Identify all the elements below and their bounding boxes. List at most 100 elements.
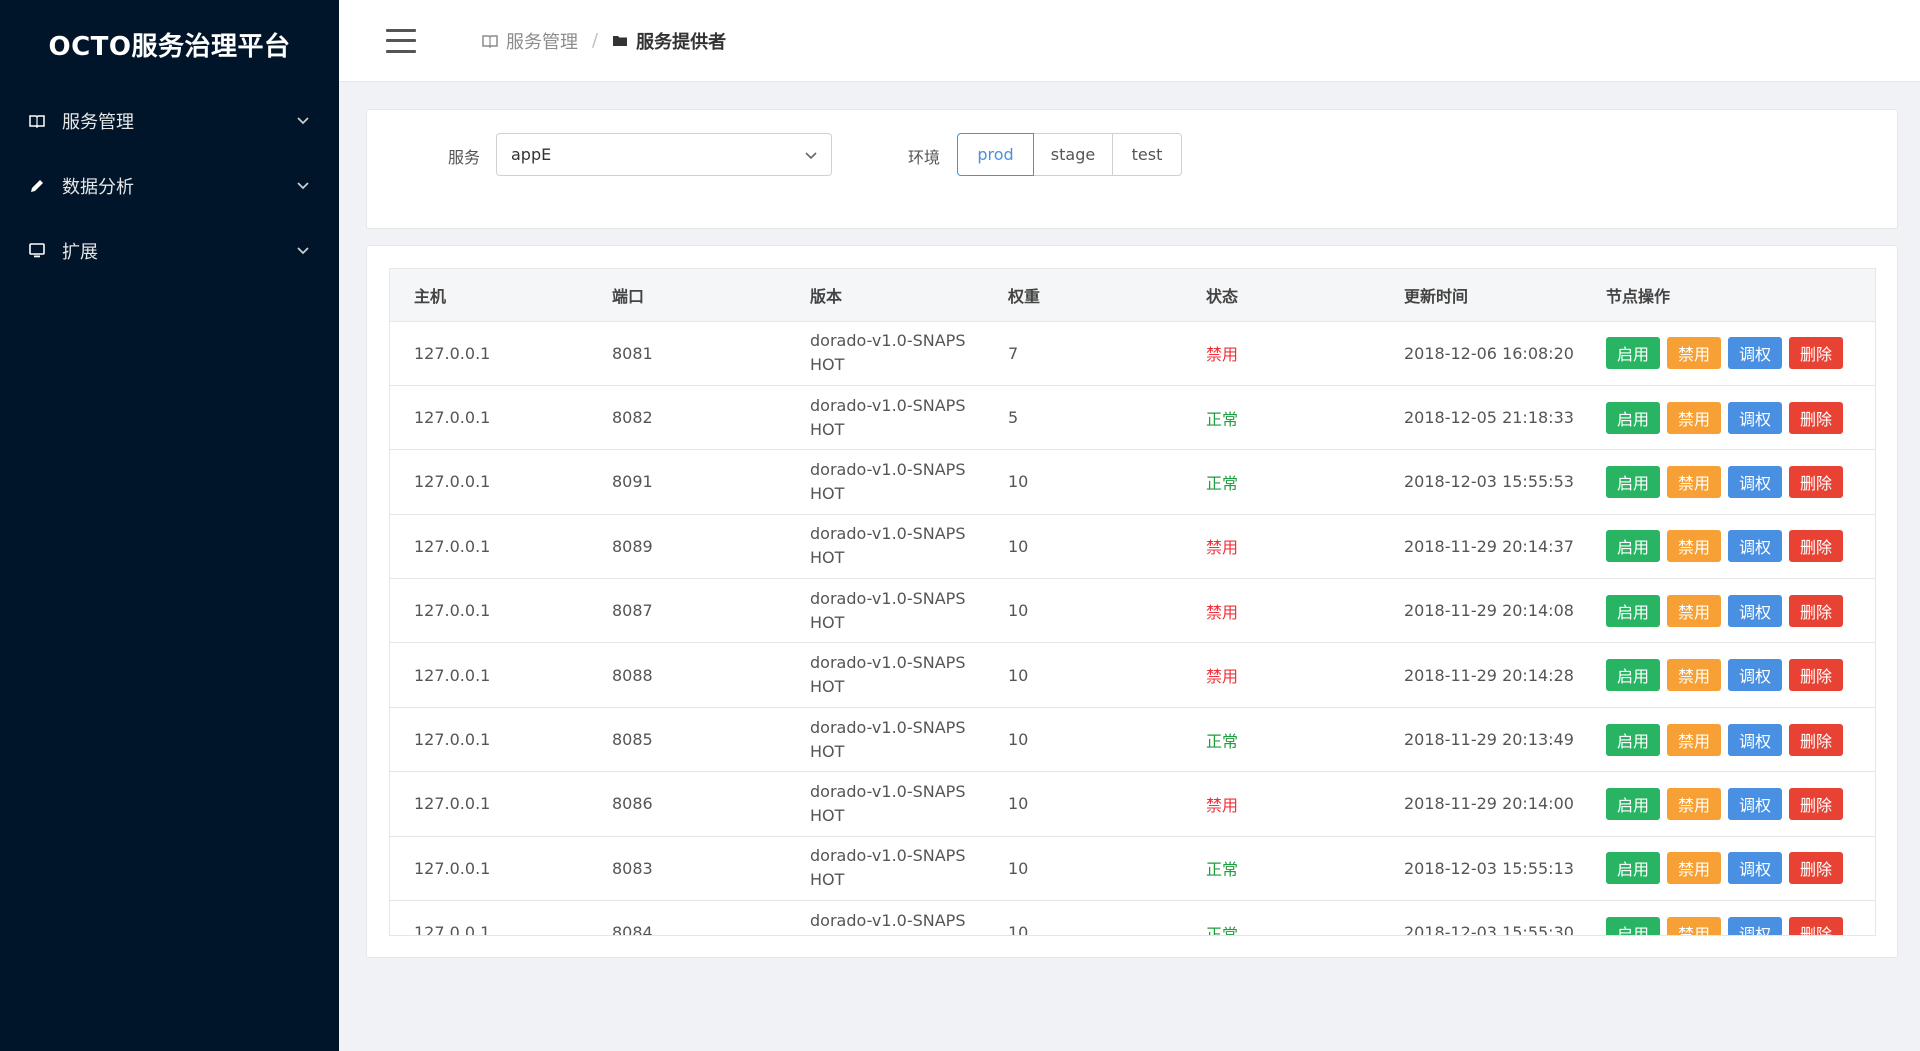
disable-button[interactable]: 禁用: [1667, 852, 1721, 885]
env-button-stage[interactable]: stage: [1033, 133, 1113, 176]
delete-button[interactable]: 删除: [1789, 916, 1843, 935]
delete-button[interactable]: 删除: [1789, 723, 1843, 756]
adjust-weight-button[interactable]: 调权: [1728, 659, 1782, 692]
adjust-weight-button[interactable]: 调权: [1728, 337, 1782, 370]
cell-updated: 2018-12-03 15:55:13: [1380, 836, 1582, 902]
enable-button[interactable]: 启用: [1606, 787, 1660, 820]
table-row: 127.0.0.18084dorado-v1.0-SNAPSHOT10正常201…: [390, 900, 1875, 935]
disable-button[interactable]: 禁用: [1667, 530, 1721, 563]
adjust-weight-button[interactable]: 调权: [1728, 465, 1782, 498]
table-row: 127.0.0.1 8089 dorado-v1.0-SNAPSHOT 10 禁用 201…: [390, 514, 1875, 580]
breadcrumb-parent[interactable]: 服务管理: [482, 28, 578, 54]
providers-table: 主机 端口 版本 权重 状态 更新时间 节点操作 127.0.0.1 8081 do…: [390, 269, 1875, 935]
cell-status: 禁用: [1182, 642, 1380, 708]
service-select-value: appE: [511, 145, 552, 164]
top-header: 服务管理 / 服务提供者: [339, 0, 1920, 82]
cell-updated: 2018-12-03 15:55:30: [1380, 900, 1582, 935]
adjust-weight-button[interactable]: 调权: [1728, 852, 1782, 885]
cell-updated: 2018-11-29 20:14:00: [1380, 771, 1582, 837]
cell-status: 正常: [1182, 900, 1380, 935]
cell-actions: 启用 禁用 调权 删除: [1582, 321, 1875, 386]
column-header-port: 端口: [588, 269, 786, 322]
sidebar-item-service-management[interactable]: 服务管理: [0, 88, 339, 153]
cell-port: 8088: [588, 642, 786, 708]
adjust-weight-button[interactable]: 调权: [1728, 723, 1782, 756]
cell-status: 禁用: [1182, 578, 1380, 644]
enable-button[interactable]: 启用: [1606, 401, 1660, 434]
table-row: 127.0.0.1 8088 dorado-v1.0-SNAPSHOT 10 禁用 201…: [390, 642, 1875, 708]
disable-button[interactable]: 禁用: [1667, 337, 1721, 370]
disable-button[interactable]: 禁用: [1667, 401, 1721, 434]
service-label: 服务: [448, 148, 481, 167]
table-row: 127.0.0.1 8087 dorado-v1.0-SNAPSHOT 10 禁用 201…: [390, 578, 1875, 644]
disable-button[interactable]: 禁用: [1667, 723, 1721, 756]
delete-button[interactable]: 删除: [1789, 659, 1843, 692]
disable-button[interactable]: 禁用: [1667, 787, 1721, 820]
adjust-weight-button[interactable]: 调权: [1728, 916, 1782, 935]
menu-toggle-icon[interactable]: [386, 28, 416, 53]
env-button-test[interactable]: test: [1112, 133, 1182, 176]
cell-weight: 5: [984, 385, 1182, 451]
enable-button[interactable]: 启用: [1606, 723, 1660, 756]
adjust-weight-button[interactable]: 调权: [1728, 594, 1782, 627]
cell-weight: 10: [984, 836, 1182, 902]
breadcrumb-current: 服务提供者: [612, 28, 726, 54]
cell-status: 正常: [1182, 449, 1380, 515]
cell-host: 127.0.0.1: [390, 900, 588, 935]
cell-weight: 10: [984, 449, 1182, 515]
column-header-weight: 权重: [984, 269, 1182, 322]
delete-button[interactable]: 删除: [1789, 401, 1843, 434]
cell-version: dorado-v1.0-SNAPSHOT: [786, 449, 984, 515]
book-icon: [28, 112, 46, 130]
enable-button[interactable]: 启用: [1606, 852, 1660, 885]
adjust-weight-button[interactable]: 调权: [1728, 401, 1782, 434]
table-row: 127.0.0.1 8091 dorado-v1.0-SNAPSHOT 10 正常 201…: [390, 449, 1875, 515]
disable-button[interactable]: 禁用: [1667, 916, 1721, 935]
breadcrumb-separator: /: [592, 30, 599, 51]
disable-button[interactable]: 禁用: [1667, 594, 1721, 627]
cell-weight: 10: [984, 771, 1182, 837]
sidebar-item-label: 数据分析: [62, 176, 134, 198]
delete-button[interactable]: 删除: [1789, 787, 1843, 820]
cell-weight: 10: [984, 514, 1182, 580]
delete-button[interactable]: 删除: [1789, 530, 1843, 563]
enable-button[interactable]: 启用: [1606, 530, 1660, 563]
enable-button[interactable]: 启用: [1606, 594, 1660, 627]
column-header-updated: 更新时间: [1380, 269, 1582, 322]
adjust-weight-button[interactable]: 调权: [1728, 787, 1782, 820]
delete-button[interactable]: 删除: [1789, 465, 1843, 498]
cell-version: dorado-v1.0-SNAPSHOT: [786, 321, 984, 386]
delete-button[interactable]: 删除: [1789, 852, 1843, 885]
table-row: 127.0.0.1 8083 dorado-v1.0-SNAPSHOT 10 正常 201…: [390, 836, 1875, 902]
cell-actions: 启用 禁用 调权 删除: [1582, 771, 1875, 837]
delete-button[interactable]: 删除: [1789, 337, 1843, 370]
breadcrumb-parent-label: 服务管理: [506, 31, 578, 53]
cell-weight: 10: [984, 707, 1182, 773]
cell-updated: 2018-11-29 20:13:49: [1380, 707, 1582, 773]
cell-updated: 2018-12-05 21:18:33: [1380, 385, 1582, 451]
cell-weight: 10: [984, 642, 1182, 708]
cell-host: 127.0.0.1: [390, 578, 588, 644]
monitor-icon: [28, 242, 46, 260]
cell-host: 127.0.0.1: [390, 385, 588, 451]
enable-button[interactable]: 启用: [1606, 465, 1660, 498]
sidebar-item-data-analysis[interactable]: 数据分析: [0, 153, 339, 218]
enable-button[interactable]: 启用: [1606, 916, 1660, 935]
book-icon: [482, 34, 498, 48]
cell-host: 127.0.0.1: [390, 771, 588, 837]
providers-table-wrap[interactable]: 主机 端口 版本 权重 状态 更新时间 节点操作 127.0.0.1 8081 do…: [389, 268, 1876, 936]
cell-port: 8086: [588, 771, 786, 837]
cell-version: dorado-v1.0-SNAPSHOT: [786, 514, 984, 580]
cell-status: 禁用: [1182, 771, 1380, 837]
disable-button[interactable]: 禁用: [1667, 465, 1721, 498]
cell-weight: 10: [984, 900, 1182, 935]
enable-button[interactable]: 启用: [1606, 337, 1660, 370]
disable-button[interactable]: 禁用: [1667, 659, 1721, 692]
sidebar-item-extension[interactable]: 扩展: [0, 218, 339, 283]
service-select[interactable]: appE: [496, 133, 832, 176]
table-row: 127.0.0.1 8081 dorado-v1.0-SNAPSHOT 7 禁用 2018…: [390, 321, 1875, 386]
enable-button[interactable]: 启用: [1606, 659, 1660, 692]
adjust-weight-button[interactable]: 调权: [1728, 530, 1782, 563]
env-button-prod[interactable]: prod: [957, 133, 1034, 176]
delete-button[interactable]: 删除: [1789, 594, 1843, 627]
